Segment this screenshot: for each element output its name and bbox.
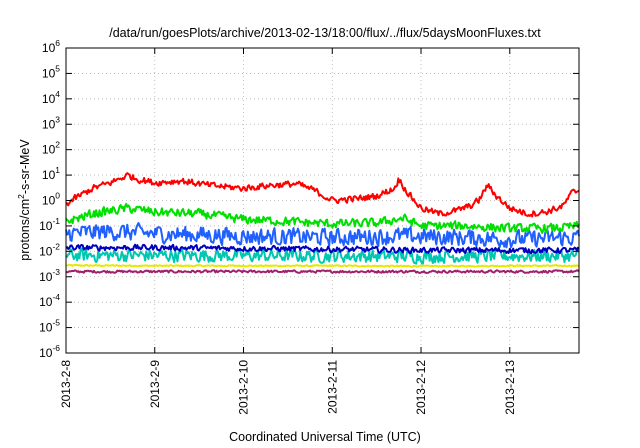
y-axis-label-exp: 2: [16, 194, 26, 199]
y-tick-label: 103: [42, 114, 60, 131]
series-line-5: [65, 243, 580, 255]
chart-title: /data/run/goesPlots/archive/2013-02-13/1…: [109, 26, 541, 40]
x-tick-label: 2013-2-11: [325, 360, 339, 414]
y-axis-label-rest: -s-sr-MeV: [18, 139, 32, 195]
x-tick-label: 2013-2-13: [503, 360, 517, 415]
y-tick-label: 104: [42, 89, 60, 106]
series-line-3: [65, 247, 580, 265]
grid: [66, 48, 579, 353]
y-tick-label: 10-6: [39, 343, 60, 360]
x-tick-label: 2013-2-10: [237, 360, 251, 415]
series-line-4: [65, 222, 580, 249]
series-line-2: [65, 269, 580, 274]
y-tick-label: 101: [42, 165, 60, 182]
x-axis-label: Coordinated Universal Time (UTC): [229, 430, 421, 444]
x-tick-label: 2013-2-8: [59, 360, 73, 408]
y-tick-label: 106: [42, 38, 60, 55]
frame-layer: [65, 47, 580, 354]
x-tick-label: 2013-2-12: [414, 360, 428, 415]
y-axis-label: protons/cm2-s-sr-MeV: [16, 139, 32, 261]
y-tick-labels: 10-6 10-5 10-4 10-3 10-2 10-1 100 101 102 103 104 1…: [39, 38, 60, 360]
series-line-1: [65, 263, 580, 268]
y-axis-label-base: protons/cm: [18, 199, 32, 261]
y-tick-label: 100: [42, 191, 60, 208]
series-line-7: [66, 172, 580, 218]
series-line-6: [65, 202, 580, 234]
series-layer: [65, 172, 580, 274]
y-tick-label: 10-3: [39, 267, 60, 284]
x-tick-labels: 2013-2-8 2013-2-9 2013-2-10 2013-2-11 2013-2…: [59, 360, 517, 415]
y-tick-label: 10-5: [39, 318, 60, 335]
y-tick-label: 10-4: [39, 292, 60, 309]
y-tick-label: 10-2: [39, 241, 60, 258]
x-tick-label: 2013-2-9: [148, 360, 162, 408]
y-tick-label: 105: [42, 63, 60, 80]
y-tick-label: 10-1: [39, 216, 60, 233]
y-tick-label: 102: [42, 140, 60, 157]
